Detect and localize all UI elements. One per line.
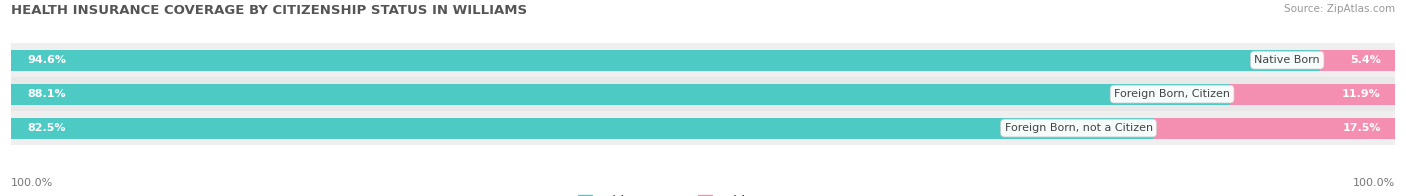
Bar <box>1320 50 1395 71</box>
Text: 88.1%: 88.1% <box>28 89 66 99</box>
Text: Foreign Born, not a Citizen: Foreign Born, not a Citizen <box>1004 123 1153 133</box>
Bar <box>1153 118 1395 139</box>
Bar <box>11 118 1153 139</box>
Text: HEALTH INSURANCE COVERAGE BY CITIZENSHIP STATUS IN WILLIAMS: HEALTH INSURANCE COVERAGE BY CITIZENSHIP… <box>11 4 527 17</box>
Bar <box>11 50 1320 71</box>
Bar <box>11 43 1395 77</box>
Text: Foreign Born, Citizen: Foreign Born, Citizen <box>1114 89 1230 99</box>
Bar <box>11 111 1395 145</box>
Bar <box>11 77 1395 111</box>
Text: 100.0%: 100.0% <box>1353 178 1395 188</box>
Text: Source: ZipAtlas.com: Source: ZipAtlas.com <box>1284 4 1395 14</box>
Text: 82.5%: 82.5% <box>28 123 66 133</box>
Text: 11.9%: 11.9% <box>1343 89 1381 99</box>
Legend: With Coverage, Without Coverage: With Coverage, Without Coverage <box>572 190 834 196</box>
Bar <box>1230 83 1395 105</box>
Text: Native Born: Native Born <box>1254 55 1320 65</box>
Text: 17.5%: 17.5% <box>1343 123 1381 133</box>
Text: 94.6%: 94.6% <box>28 55 67 65</box>
Text: 5.4%: 5.4% <box>1350 55 1381 65</box>
Text: 100.0%: 100.0% <box>11 178 53 188</box>
Bar <box>11 83 1230 105</box>
